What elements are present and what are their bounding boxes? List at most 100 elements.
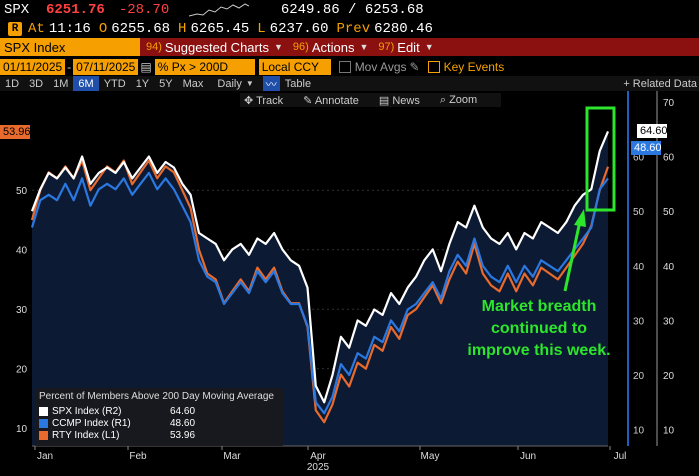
period-1d[interactable]: 1D	[5, 77, 20, 90]
controls-bar: 01/11/2025 - 07/11/2025 ▤ % Px > 200D Lo…	[0, 58, 699, 76]
high-label: H	[178, 21, 187, 37]
calendar-icon[interactable]: ▤	[140, 60, 152, 74]
key-events-checkbox[interactable]	[427, 61, 440, 73]
period-list: 1D 3D 1M 6M YTD 1Y 5Y Max	[0, 76, 208, 91]
left-axis-tick: 20	[16, 365, 28, 376]
end-date-field[interactable]: 07/11/2025	[73, 59, 139, 75]
chevron-down-icon: ▼	[359, 42, 369, 52]
legend-item-ccmp[interactable]: CCMP Index (R1) 48.60	[39, 417, 279, 429]
ticker-symbol[interactable]: SPX	[4, 2, 30, 18]
edit-menu[interactable]: 97) Edit ▼	[378, 40, 433, 55]
edit-label: Edit	[397, 39, 420, 55]
chart-type-icon[interactable]: 〰	[262, 76, 280, 91]
left-axis-tick: 40	[16, 246, 28, 257]
legend-swatch	[39, 418, 48, 428]
left-axis-tick: 10	[16, 424, 28, 435]
view-mode-select[interactable]: Daily ▼	[212, 76, 258, 91]
spx-line	[30, 130, 610, 404]
ccmp-value-tag: 48.60	[631, 141, 662, 155]
zoom-label: Zoom	[449, 93, 478, 106]
last-price: 6251.76	[46, 2, 105, 18]
r1-axis-tick: 40	[633, 262, 645, 273]
breadth-chart[interactable]: 10 20 30 40 50 10 20 30 40 50 60 10 20 30 40 50 60 70 Jan F…	[0, 91, 699, 476]
period-5y[interactable]: 5Y	[159, 77, 173, 90]
suggested-charts-menu[interactable]: 94) Suggested Charts ▼	[146, 40, 283, 55]
edit-number: 97)	[378, 41, 395, 53]
x-axis-tick: Jul	[614, 451, 627, 462]
r1-axis-tick: 50	[633, 207, 645, 218]
quote-bar: R At 11:16 O 6255.68 H 6265.45 L 6237.60…	[0, 20, 699, 38]
x-axis-tick: May	[421, 451, 440, 462]
chevron-down-icon: ▼	[424, 42, 434, 52]
left-axis-tick: 50	[16, 186, 28, 197]
period-1y[interactable]: 1Y	[135, 77, 150, 90]
chart-toolbar: ✥ Track ✎ Annotate ▤ News ⌕ Zoom	[240, 93, 502, 107]
currency-field[interactable]: Local CCY	[258, 59, 331, 75]
r1-axis-tick: 20	[633, 371, 645, 382]
track-button[interactable]: ✥ Track	[244, 94, 284, 107]
annotate-button[interactable]: ✎ Annotate	[303, 94, 359, 107]
chevron-down-icon: ▼	[245, 79, 254, 88]
actions-menu[interactable]: 96) Actions ▼	[293, 40, 368, 55]
r1-axis-tick: 60	[633, 153, 645, 164]
left-axis-tick: 30	[16, 305, 28, 316]
period-6m[interactable]: 6M	[73, 76, 99, 91]
zoom-button[interactable]: ⌕ Zoom	[439, 93, 478, 106]
r2-axis-tick: 20	[663, 371, 675, 382]
mov-avgs-label: Mov Avgs	[354, 60, 407, 74]
period-bar: 1D 3D 1M 6M YTD 1Y 5Y Max Daily ▼ 〰 Table + Rel…	[0, 76, 699, 91]
legend-value: 64.60	[170, 405, 196, 417]
related-data-button[interactable]: + Related Data	[623, 77, 697, 90]
actions-label: Actions	[311, 39, 355, 55]
period-3d[interactable]: 3D	[29, 77, 44, 90]
prev-label: Prev	[336, 21, 371, 37]
annotation-line: continued to	[491, 320, 587, 337]
period-ytd[interactable]: YTD	[103, 77, 126, 90]
r1-axis-tick: 10	[633, 426, 645, 437]
at-label: At	[28, 21, 45, 37]
price-change: -28.70	[118, 2, 170, 18]
low-label: L	[257, 21, 266, 37]
r2-axis-tick: 30	[663, 316, 675, 327]
metric-field[interactable]: % Px > 200D	[154, 59, 255, 75]
legend-swatch	[39, 430, 48, 440]
actions-number: 96)	[292, 41, 309, 53]
suggested-charts-number: 94)	[146, 41, 162, 53]
mov-avgs-checkbox[interactable]	[338, 61, 351, 73]
date-separator: -	[67, 60, 72, 74]
news-button[interactable]: ▤ News	[378, 94, 420, 107]
r2-axis-tick: 60	[663, 153, 675, 164]
quote-time: 11:16	[48, 21, 91, 37]
r2-axis-tick: 70	[663, 98, 675, 109]
x-axis-tick: Jan	[37, 451, 53, 462]
annotation-line: Market breadth	[481, 298, 597, 315]
spx-area-fill	[32, 131, 608, 446]
legend-item-rty[interactable]: RTY Index (L1) 53.96	[39, 429, 279, 441]
arrow-head-icon	[574, 209, 586, 227]
spx-value-tag: 64.60	[637, 124, 668, 138]
ccmp-line	[30, 171, 609, 415]
x-axis-tick: Jun	[520, 451, 536, 462]
security-name[interactable]: SPX Index	[0, 38, 140, 56]
r1-axis-tick: 30	[633, 316, 645, 327]
open-label: O	[98, 21, 108, 37]
suggested-charts-label: Suggested Charts	[164, 39, 269, 55]
legend-label: RTY Index (L1)	[52, 429, 120, 441]
legend-item-spx[interactable]: SPX Index (R2) 64.60	[39, 405, 279, 417]
table-button[interactable]: Table	[284, 77, 312, 90]
chevron-down-icon: ▼	[273, 42, 283, 52]
period-max[interactable]: Max	[182, 77, 204, 90]
view-mode-label: Daily	[217, 77, 242, 90]
pencil-icon[interactable]: ✎	[409, 60, 420, 74]
chart-legend: Percent of Members Above 200 Day Moving …	[35, 388, 283, 446]
legend-title: Percent of Members Above 200 Day Moving …	[39, 391, 274, 402]
rty-value-tag: 53.96	[0, 125, 31, 139]
period-1m[interactable]: 1M	[53, 77, 69, 90]
x-axis-tick: Feb	[129, 451, 147, 462]
r2-axis-tick: 50	[663, 207, 675, 218]
start-date-field[interactable]: 01/11/2025	[0, 59, 66, 75]
key-events-label: Key Events	[443, 60, 505, 74]
x-axis-year: 2025	[307, 462, 330, 473]
annotate-label: Annotate	[314, 94, 359, 107]
high-value: 6265.45	[190, 21, 250, 37]
